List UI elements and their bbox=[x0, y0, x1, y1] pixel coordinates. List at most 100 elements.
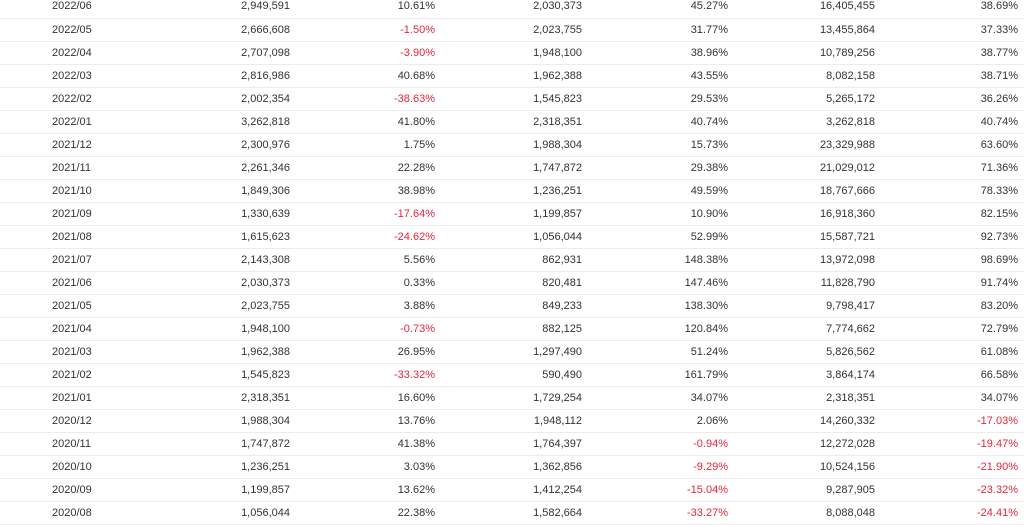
change-cell: 29.38% bbox=[582, 156, 728, 180]
table-row: 2021/10 1,849,306 38.98% 1,236,251 49.59% 18,… bbox=[0, 179, 1024, 203]
change-cell: 71.36% bbox=[875, 156, 1024, 180]
value-cell: 1,988,304 bbox=[435, 133, 582, 157]
table-row: 2021/02 1,545,823 -33.32% 590,490 161.79% 3,8… bbox=[0, 363, 1024, 387]
month-cell: 2022/03 bbox=[0, 64, 104, 88]
table-row: 2022/02 2,002,354 -38.63% 1,545,823 29.53% 5,… bbox=[0, 87, 1024, 111]
change-cell: 41.38% bbox=[290, 432, 435, 456]
change-cell: 26.95% bbox=[290, 340, 435, 364]
change-cell: 34.07% bbox=[875, 386, 1024, 410]
value-cell: 1,199,857 bbox=[104, 478, 290, 502]
value-cell: 2,318,351 bbox=[435, 110, 582, 134]
value-cell: 2,318,351 bbox=[104, 386, 290, 410]
value-cell: 1,297,490 bbox=[435, 340, 582, 364]
change-cell: 148.38% bbox=[582, 248, 728, 272]
value-cell: 1,764,397 bbox=[435, 432, 582, 456]
change-cell: 13.62% bbox=[290, 478, 435, 502]
cumulative-cell: 16,918,360 bbox=[728, 202, 875, 226]
change-cell: 15.73% bbox=[582, 133, 728, 157]
value-cell: 1,849,306 bbox=[104, 179, 290, 203]
month-cell: 2021/03 bbox=[0, 340, 104, 364]
cumulative-cell: 8,088,048 bbox=[728, 501, 875, 525]
month-cell: 2021/04 bbox=[0, 317, 104, 341]
change-cell: 1.75% bbox=[290, 133, 435, 157]
table-row: 2022/05 2,666,608 -1.50% 2,023,755 31.77% 13,… bbox=[0, 18, 1024, 42]
change-cell: 10.61% bbox=[290, 0, 435, 19]
change-cell: 38.98% bbox=[290, 179, 435, 203]
cumulative-cell: 12,272,028 bbox=[728, 432, 875, 456]
value-cell: 2,002,354 bbox=[104, 87, 290, 111]
cumulative-cell: 5,265,172 bbox=[728, 87, 875, 111]
value-cell: 2,030,373 bbox=[435, 0, 582, 19]
month-cell: 2020/08 bbox=[0, 501, 104, 525]
change-cell: 40.74% bbox=[582, 110, 728, 134]
table-row: 2020/11 1,747,872 41.38% 1,764,397 -0.94% 12,… bbox=[0, 432, 1024, 456]
month-cell: 2021/06 bbox=[0, 271, 104, 295]
change-cell: 13.76% bbox=[290, 409, 435, 433]
value-cell: 2,666,608 bbox=[104, 18, 290, 42]
change-cell: 61.08% bbox=[875, 340, 1024, 364]
change-cell: -15.04% bbox=[582, 478, 728, 502]
value-cell: 1,948,100 bbox=[435, 41, 582, 65]
change-cell: 138.30% bbox=[582, 294, 728, 318]
change-cell: -19.47% bbox=[875, 432, 1024, 456]
table-row: 2022/03 2,816,986 40.68% 1,962,388 43.55% 8,0… bbox=[0, 64, 1024, 88]
month-cell: 2022/04 bbox=[0, 41, 104, 65]
month-cell: 2021/12 bbox=[0, 133, 104, 157]
change-cell: 40.68% bbox=[290, 64, 435, 88]
month-cell: 2022/06 bbox=[0, 0, 104, 19]
table-row: 2021/06 2,030,373 0.33% 820,481 147.46% 11,82… bbox=[0, 271, 1024, 295]
change-cell: 38.69% bbox=[875, 0, 1024, 19]
cumulative-cell: 10,524,156 bbox=[728, 455, 875, 479]
change-cell: -17.64% bbox=[290, 202, 435, 226]
cumulative-cell: 9,798,417 bbox=[728, 294, 875, 318]
change-cell: 3.88% bbox=[290, 294, 435, 318]
change-cell: 147.46% bbox=[582, 271, 728, 295]
change-cell: 98.69% bbox=[875, 248, 1024, 272]
table-row: 2021/05 2,023,755 3.88% 849,233 138.30% 9,798… bbox=[0, 294, 1024, 318]
month-cell: 2022/02 bbox=[0, 87, 104, 111]
value-cell: 2,023,755 bbox=[104, 294, 290, 318]
change-cell: 22.38% bbox=[290, 501, 435, 525]
change-cell: 38.96% bbox=[582, 41, 728, 65]
value-cell: 1,988,304 bbox=[104, 409, 290, 433]
change-cell: 41.80% bbox=[290, 110, 435, 134]
change-cell: 10.90% bbox=[582, 202, 728, 226]
change-cell: 29.53% bbox=[582, 87, 728, 111]
cumulative-cell: 13,455,864 bbox=[728, 18, 875, 42]
change-cell: 22.28% bbox=[290, 156, 435, 180]
change-cell: -38.63% bbox=[290, 87, 435, 111]
value-cell: 1,747,872 bbox=[435, 156, 582, 180]
value-cell: 1,747,872 bbox=[104, 432, 290, 456]
value-cell: 1,948,100 bbox=[104, 317, 290, 341]
month-cell: 2021/05 bbox=[0, 294, 104, 318]
value-cell: 1,056,044 bbox=[435, 225, 582, 249]
value-cell: 2,300,976 bbox=[104, 133, 290, 157]
month-cell: 2020/11 bbox=[0, 432, 104, 456]
change-cell: 38.77% bbox=[875, 41, 1024, 65]
value-cell: 1,056,044 bbox=[104, 501, 290, 525]
table-row: 2021/12 2,300,976 1.75% 1,988,304 15.73% 23,3… bbox=[0, 133, 1024, 157]
cumulative-cell: 18,767,666 bbox=[728, 179, 875, 203]
change-cell: 36.26% bbox=[875, 87, 1024, 111]
value-cell: 2,030,373 bbox=[104, 271, 290, 295]
value-cell: 1,615,623 bbox=[104, 225, 290, 249]
table-row: 2020/10 1,236,251 3.03% 1,362,856 -9.29% 10,5… bbox=[0, 455, 1024, 479]
value-cell: 1,362,856 bbox=[435, 455, 582, 479]
change-cell: 63.60% bbox=[875, 133, 1024, 157]
change-cell: 45.27% bbox=[582, 0, 728, 19]
cumulative-cell: 2,318,351 bbox=[728, 386, 875, 410]
value-cell: 849,233 bbox=[435, 294, 582, 318]
change-cell: -24.62% bbox=[290, 225, 435, 249]
table-row: 2021/09 1,330,639 -17.64% 1,199,857 10.90% 16… bbox=[0, 202, 1024, 226]
table-row: 2021/04 1,948,100 -0.73% 882,125 120.84% 7,77… bbox=[0, 317, 1024, 341]
change-cell: -3.90% bbox=[290, 41, 435, 65]
value-cell: 2,707,098 bbox=[104, 41, 290, 65]
change-cell: -1.50% bbox=[290, 18, 435, 42]
value-cell: 820,481 bbox=[435, 271, 582, 295]
change-cell: 161.79% bbox=[582, 363, 728, 387]
change-cell: 91.74% bbox=[875, 271, 1024, 295]
change-cell: 92.73% bbox=[875, 225, 1024, 249]
month-cell: 2021/01 bbox=[0, 386, 104, 410]
value-cell: 2,023,755 bbox=[435, 18, 582, 42]
